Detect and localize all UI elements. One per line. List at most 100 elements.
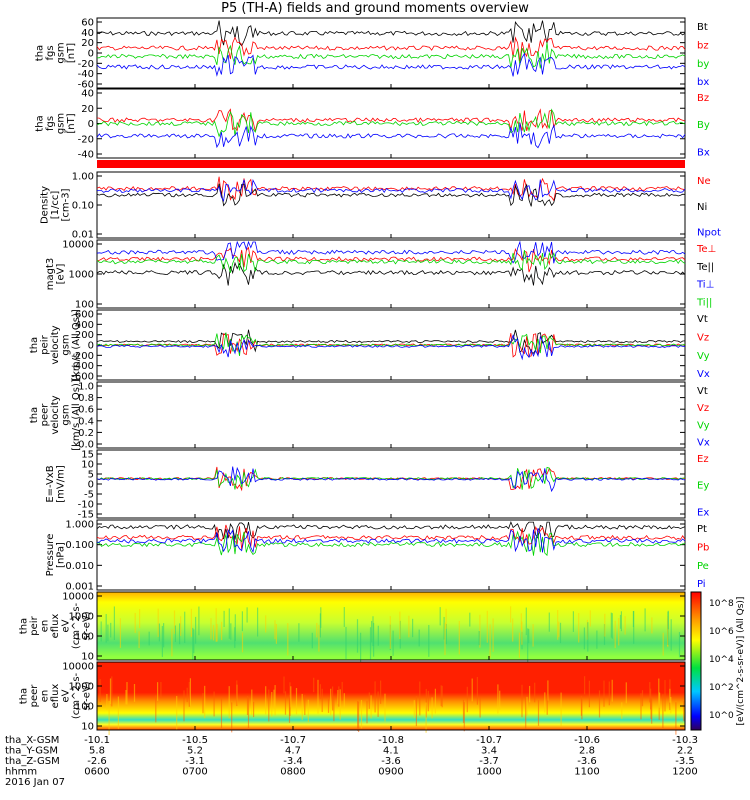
spectrogram-texture xyxy=(669,688,671,703)
y-tick-label: 20 xyxy=(81,38,94,49)
spectrogram-texture xyxy=(428,624,430,657)
spectrogram-texture xyxy=(160,682,162,698)
y-tick-label: 10 xyxy=(81,722,94,733)
y-tick-label: 0.8 xyxy=(78,393,94,404)
spectrogram-texture xyxy=(431,697,433,719)
spectrogram-texture xyxy=(368,692,370,709)
spectrogram-texture xyxy=(180,616,182,636)
y-axis-label: gsm xyxy=(61,334,72,355)
panel-peer-velocity: 1.00.80.60.40.20.0 tha peer velocity gsm [km/… xyxy=(29,379,710,451)
y-tick-label: 40 xyxy=(81,28,94,39)
spectrogram-texture xyxy=(492,618,494,652)
y-axis-label: [km/s (All Qs)] xyxy=(71,379,82,451)
spectrogram-texture xyxy=(434,688,436,714)
y-tick-label: 1.0 xyxy=(78,382,94,393)
spectrogram-texture xyxy=(265,615,267,633)
panel-frame xyxy=(96,171,686,239)
spectrogram-texture xyxy=(257,607,259,637)
series-line-Te|| xyxy=(96,261,686,286)
y-axis-label: Density xyxy=(40,186,51,224)
x-row-label: tha_Y-GSM xyxy=(5,746,58,757)
spectrogram-texture xyxy=(251,689,253,715)
legend-entry: Ez xyxy=(697,454,709,465)
spectrogram-texture xyxy=(190,608,192,637)
x-tick-label: -10.7 xyxy=(280,735,306,746)
spectrogram-texture xyxy=(321,688,323,713)
spectrogram-texture xyxy=(221,621,223,641)
spectrogram-texture xyxy=(110,622,112,638)
colorbar-tick-label: 10^2 xyxy=(709,683,734,693)
spectrogram-texture xyxy=(231,702,233,733)
spectrogram-texture xyxy=(399,611,401,640)
spectrogram-texture xyxy=(318,624,320,652)
legend-entry: Vt xyxy=(697,314,708,325)
spectrogram-texture xyxy=(357,701,359,731)
series-line-Te⊥ xyxy=(96,246,686,273)
spectrogram-texture xyxy=(526,696,528,716)
spectrogram-texture xyxy=(425,702,427,733)
y-axis-label: gsm xyxy=(55,42,66,63)
spectrogram-texture xyxy=(558,621,560,638)
y-axis-label: Pressure xyxy=(45,534,56,577)
y-axis-label: [nPa] xyxy=(55,542,66,568)
legend-entry: Pt xyxy=(697,524,707,535)
spectrogram-texture xyxy=(366,700,368,724)
spectrogram-texture xyxy=(246,607,248,623)
spectrogram-texture xyxy=(157,608,159,637)
spectrogram-texture xyxy=(476,676,478,705)
x-tick-label: 2.8 xyxy=(579,746,595,757)
spectrogram-texture xyxy=(614,620,616,649)
spectrogram-texture xyxy=(649,682,651,703)
spectrogram-texture xyxy=(290,686,292,708)
y-axis-label: E=-VxB xyxy=(45,465,56,502)
y-tick-label: 0 xyxy=(88,341,94,352)
series-line-Ex xyxy=(96,466,686,493)
spectrogram-texture xyxy=(445,623,447,645)
series-line-Ne xyxy=(96,176,686,202)
spectrogram-texture xyxy=(587,622,589,652)
x-tick-label: 3.4 xyxy=(481,746,497,757)
x-tick-label: 1100 xyxy=(574,767,599,778)
spectrogram-texture xyxy=(133,683,136,702)
y-axis-label: sr-eV) xyxy=(82,681,93,710)
legend-entry: Te|| xyxy=(696,262,714,273)
spectrogram-texture xyxy=(650,688,652,710)
y-tick-label: -400 xyxy=(71,361,94,372)
series-line-Vt xyxy=(96,329,686,354)
y-tick-label: -600 xyxy=(71,372,94,383)
spectrogram-texture xyxy=(341,681,343,701)
spectrogram-texture xyxy=(662,694,664,729)
spectrogram-texture xyxy=(604,613,606,637)
spectrogram-texture xyxy=(445,608,447,629)
y-tick-label: 1.000 xyxy=(65,520,94,531)
spectrogram-texture xyxy=(499,690,501,710)
spectrogram-texture xyxy=(106,694,108,711)
y-tick-label: 0.6 xyxy=(78,405,94,416)
spectrogram-texture xyxy=(176,695,178,730)
y-tick-label: -20 xyxy=(78,59,94,70)
y-tick-label: 10000 xyxy=(62,240,94,251)
spectrogram-texture xyxy=(313,677,315,693)
spectrogram-texture xyxy=(640,693,642,720)
x-tick-label: 1000 xyxy=(476,767,501,778)
spectrogram-texture xyxy=(274,685,276,716)
y-tick-label: 1000 xyxy=(69,612,94,623)
spectrogram-texture xyxy=(230,623,232,640)
spectrogram-texture xyxy=(534,682,536,703)
x-tick-label: -3.6 xyxy=(381,756,401,767)
spectrogram-texture xyxy=(125,689,127,705)
spectrogram-texture xyxy=(478,631,480,646)
colorbar xyxy=(690,591,702,731)
spectrogram-texture xyxy=(338,686,340,707)
spectrogram-texture xyxy=(327,698,330,713)
spectrogram-texture xyxy=(216,624,218,642)
colorbar-tick-label: 10^0 xyxy=(709,711,734,721)
spectrogram-texture xyxy=(444,622,446,656)
spectrogram-texture xyxy=(198,606,200,636)
spectrogram-texture xyxy=(377,625,379,646)
x-tick-label: -2.6 xyxy=(87,756,107,767)
y-tick-label: 0.2 xyxy=(78,428,94,439)
spectrogram-texture xyxy=(183,690,185,722)
y-axis-label: (cm^2-s- xyxy=(71,602,82,649)
y-axis-label: en xyxy=(40,690,51,703)
